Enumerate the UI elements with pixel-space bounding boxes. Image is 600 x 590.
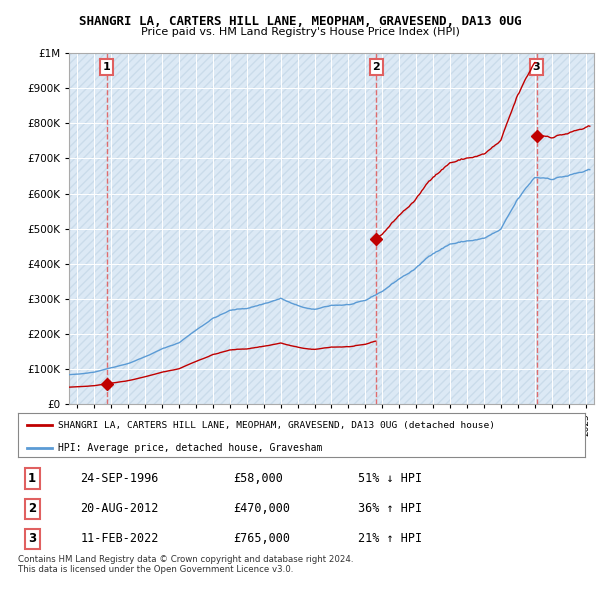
Text: 11-FEB-2022: 11-FEB-2022 bbox=[80, 532, 159, 545]
Text: 51% ↓ HPI: 51% ↓ HPI bbox=[358, 472, 422, 485]
Text: £470,000: £470,000 bbox=[233, 502, 290, 515]
Text: 21% ↑ HPI: 21% ↑ HPI bbox=[358, 532, 422, 545]
Text: SHANGRI LA, CARTERS HILL LANE, MEOPHAM, GRAVESEND, DA13 0UG: SHANGRI LA, CARTERS HILL LANE, MEOPHAM, … bbox=[79, 15, 521, 28]
Text: 3: 3 bbox=[28, 532, 36, 545]
Text: SHANGRI LA, CARTERS HILL LANE, MEOPHAM, GRAVESEND, DA13 0UG (detached house): SHANGRI LA, CARTERS HILL LANE, MEOPHAM, … bbox=[58, 421, 494, 430]
Text: 2: 2 bbox=[28, 502, 36, 515]
Text: Contains HM Land Registry data © Crown copyright and database right 2024.
This d: Contains HM Land Registry data © Crown c… bbox=[18, 555, 353, 574]
Text: 20-AUG-2012: 20-AUG-2012 bbox=[80, 502, 159, 515]
Text: 3: 3 bbox=[533, 62, 541, 72]
Text: £58,000: £58,000 bbox=[233, 472, 283, 485]
Text: Price paid vs. HM Land Registry's House Price Index (HPI): Price paid vs. HM Land Registry's House … bbox=[140, 27, 460, 37]
Text: HPI: Average price, detached house, Gravesham: HPI: Average price, detached house, Grav… bbox=[58, 442, 322, 453]
Text: 36% ↑ HPI: 36% ↑ HPI bbox=[358, 502, 422, 515]
Text: 1: 1 bbox=[28, 472, 36, 485]
Text: 24-SEP-1996: 24-SEP-1996 bbox=[80, 472, 159, 485]
Text: £765,000: £765,000 bbox=[233, 532, 290, 545]
Text: 2: 2 bbox=[373, 62, 380, 72]
Text: 1: 1 bbox=[103, 62, 110, 72]
